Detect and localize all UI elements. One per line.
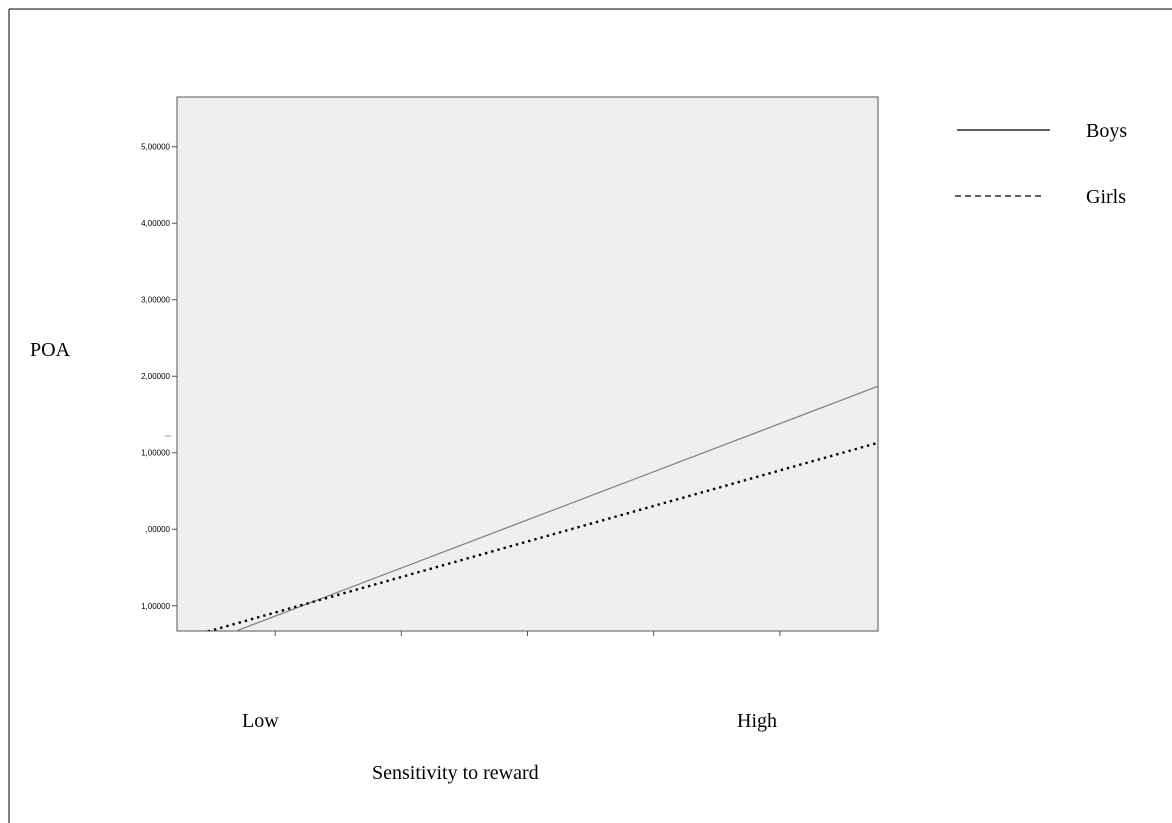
x-axis-ticks [274,631,781,636]
series-lines [205,385,878,631]
y-tick-label: 1,00000 [141,449,170,458]
series-line-boys [234,385,878,631]
y-axis-ticks: 1,00000 ,00000 1,00000 2,00000 3,00000 4,0000… [141,143,177,611]
x-label-low: Low [242,710,279,732]
x-axis-label: Sensitivity to reward [372,762,539,784]
legend-label-girls: Girls [1086,186,1126,208]
y-tick-label: 2,00000 [141,372,170,381]
y-tick-label: ,00000 [146,525,171,534]
plot-area [176,96,879,632]
y-tick-label: 5,00000 [141,143,170,152]
legend-label-boys: Boys [1086,120,1127,142]
y-tick-label: 3,00000 [141,296,170,305]
legend: Boys Girls [955,120,1127,208]
y-axis-label: POA [30,339,71,361]
x-label-high: High [737,710,777,732]
y-tick-label: 1,00000 [141,602,170,611]
y-tick-label: 4,00000 [141,219,170,228]
